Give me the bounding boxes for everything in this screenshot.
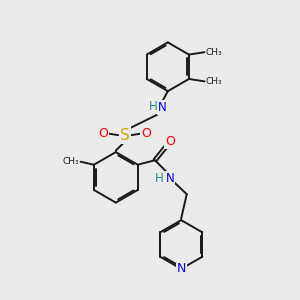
- Text: H: H: [154, 172, 163, 184]
- Text: N: N: [158, 101, 166, 114]
- Text: CH₃: CH₃: [206, 48, 222, 57]
- Text: CH₃: CH₃: [206, 77, 222, 86]
- Text: CH₃: CH₃: [63, 157, 80, 166]
- Text: S: S: [120, 128, 130, 142]
- Text: N: N: [165, 172, 174, 184]
- Text: H: H: [148, 100, 157, 112]
- Text: O: O: [166, 135, 175, 148]
- Text: O: O: [141, 127, 151, 140]
- Text: N: N: [176, 262, 186, 275]
- Text: O: O: [98, 127, 108, 140]
